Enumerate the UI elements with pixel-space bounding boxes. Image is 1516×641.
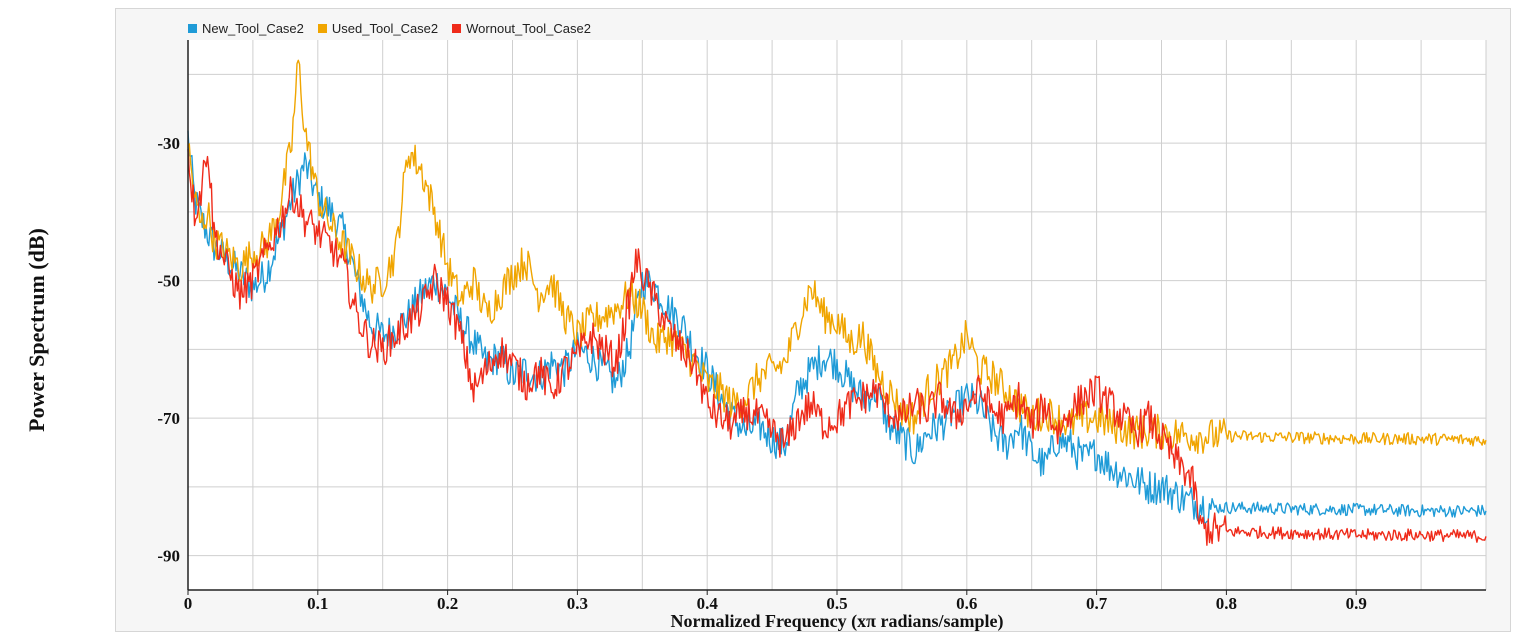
- legend-label-new-tool: New_Tool_Case2: [202, 21, 304, 36]
- legend-swatch-new-tool: [188, 24, 197, 33]
- y-tick-label: -90: [157, 547, 180, 566]
- legend-label-used-tool: Used_Tool_Case2: [331, 21, 439, 36]
- x-tick-label: 0.3: [567, 594, 588, 613]
- x-tick-label: 0: [184, 594, 193, 613]
- x-tick-label: 0.4: [697, 594, 719, 613]
- y-tick-label: -50: [157, 272, 180, 291]
- y-axis-label: Power Spectrum (dB): [24, 228, 49, 432]
- legend-item-new-tool[interactable]: New_Tool_Case2: [188, 21, 304, 36]
- x-axis-label: Normalized Frequency (xπ radians/sample): [670, 611, 1004, 631]
- tick-labels: 0 0.1 0.2 0.3 0.4 0.5 0.6 0.7 0.8 0.9 -30 -50 -70 -90: [157, 134, 1366, 613]
- legend-item-used-tool[interactable]: Used_Tool_Case2: [317, 21, 439, 36]
- series-line-wornout-tool-case2: [187, 149, 1487, 546]
- x-tick-label: 0.6: [956, 594, 977, 613]
- series-line-new-tool-case2: [187, 130, 1487, 524]
- legend-label-wornout-tool: Wornout_Tool_Case2: [466, 21, 591, 36]
- legend-swatch-used-tool: [317, 24, 327, 33]
- legend-swatch-wornout-tool: [452, 24, 462, 33]
- y-tick-label: -30: [157, 134, 180, 153]
- legend: New_Tool_Case2 Used_Tool_Case2 Wornout_T…: [188, 21, 591, 36]
- x-tick-label: 0.9: [1346, 594, 1367, 613]
- x-tick-label: 0.8: [1216, 594, 1237, 613]
- legend-item-wornout-tool[interactable]: Wornout_Tool_Case2: [452, 21, 591, 36]
- x-tick-label: 0.2: [437, 594, 458, 613]
- y-tick-label: -70: [157, 409, 180, 428]
- x-tick-label: 0.7: [1086, 594, 1108, 613]
- series-line-used-tool-case2: [187, 59, 1487, 454]
- axes: [187, 40, 1486, 595]
- series-lines: [187, 59, 1487, 546]
- x-tick-label: 0.1: [307, 594, 328, 613]
- x-tick-label: 0.5: [826, 594, 847, 613]
- grid: [187, 40, 1487, 590]
